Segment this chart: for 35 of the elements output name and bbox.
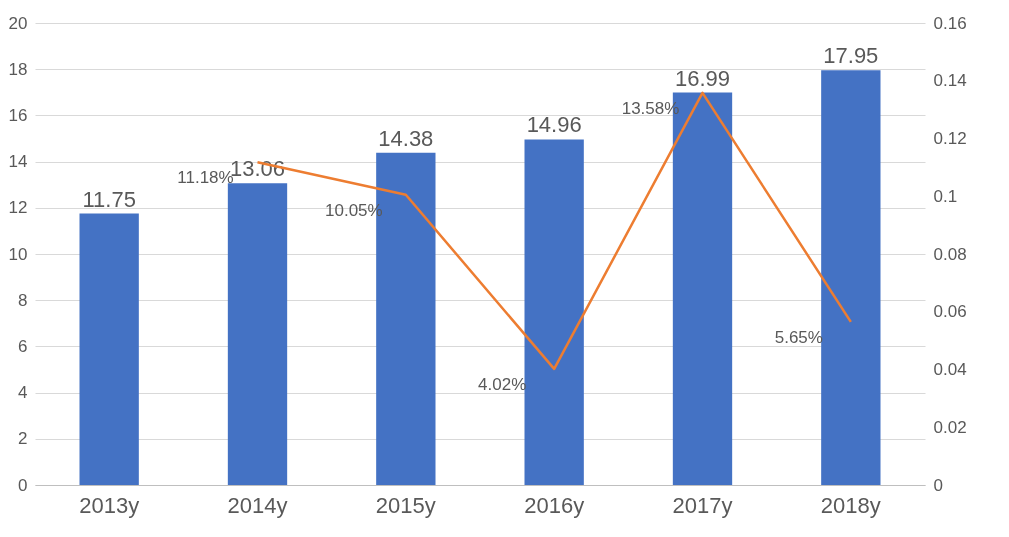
y2-tick-label: 0 (933, 475, 943, 495)
y2-tick-label: 0.1 (933, 186, 958, 206)
y2-tick-label: 0.06 (933, 302, 967, 322)
x-tick-label: 2013y (79, 492, 140, 518)
y-tick-label: 14 (8, 152, 28, 172)
data-label: 17.95 (823, 43, 879, 69)
y2-tick-label: 0.12 (933, 129, 967, 148)
data-label: 14.96 (526, 112, 582, 138)
bar (524, 139, 584, 485)
data-label: 11.75 (82, 186, 136, 212)
y-tick-label: 4 (18, 383, 28, 403)
y-tick-label: 20 (8, 13, 28, 33)
x-tick-label: 2015y (375, 492, 436, 518)
x-tick-label: 2018y (820, 492, 881, 518)
x-tick-label: 2016y (524, 492, 585, 518)
y2-tick-label: 0.16 (933, 13, 967, 33)
y-tick-label: 16 (8, 105, 28, 125)
data-label: 14.38 (378, 125, 434, 151)
x-tick-label: 2017y (672, 492, 733, 518)
y2-tick-label: 0.04 (933, 360, 967, 379)
y-tick-label: 0 (18, 475, 28, 495)
y2-tick-label: 0.08 (933, 244, 967, 264)
x-tick-label: 2014y (227, 492, 288, 518)
y-tick-label: 10 (8, 244, 28, 264)
y-tick-label: 12 (8, 198, 28, 218)
y2-tick-label: 0.02 (933, 417, 967, 437)
bar (227, 183, 288, 485)
y-tick-label: 18 (8, 59, 28, 79)
bar (79, 213, 139, 485)
y2-tick-label: 0.14 (933, 71, 967, 91)
y-tick-label: 2 (18, 429, 28, 449)
bar (821, 70, 881, 485)
y-tick-label: 6 (18, 336, 28, 356)
data-label: 16.99 (674, 65, 731, 91)
y-tick-label: 8 (18, 290, 28, 310)
